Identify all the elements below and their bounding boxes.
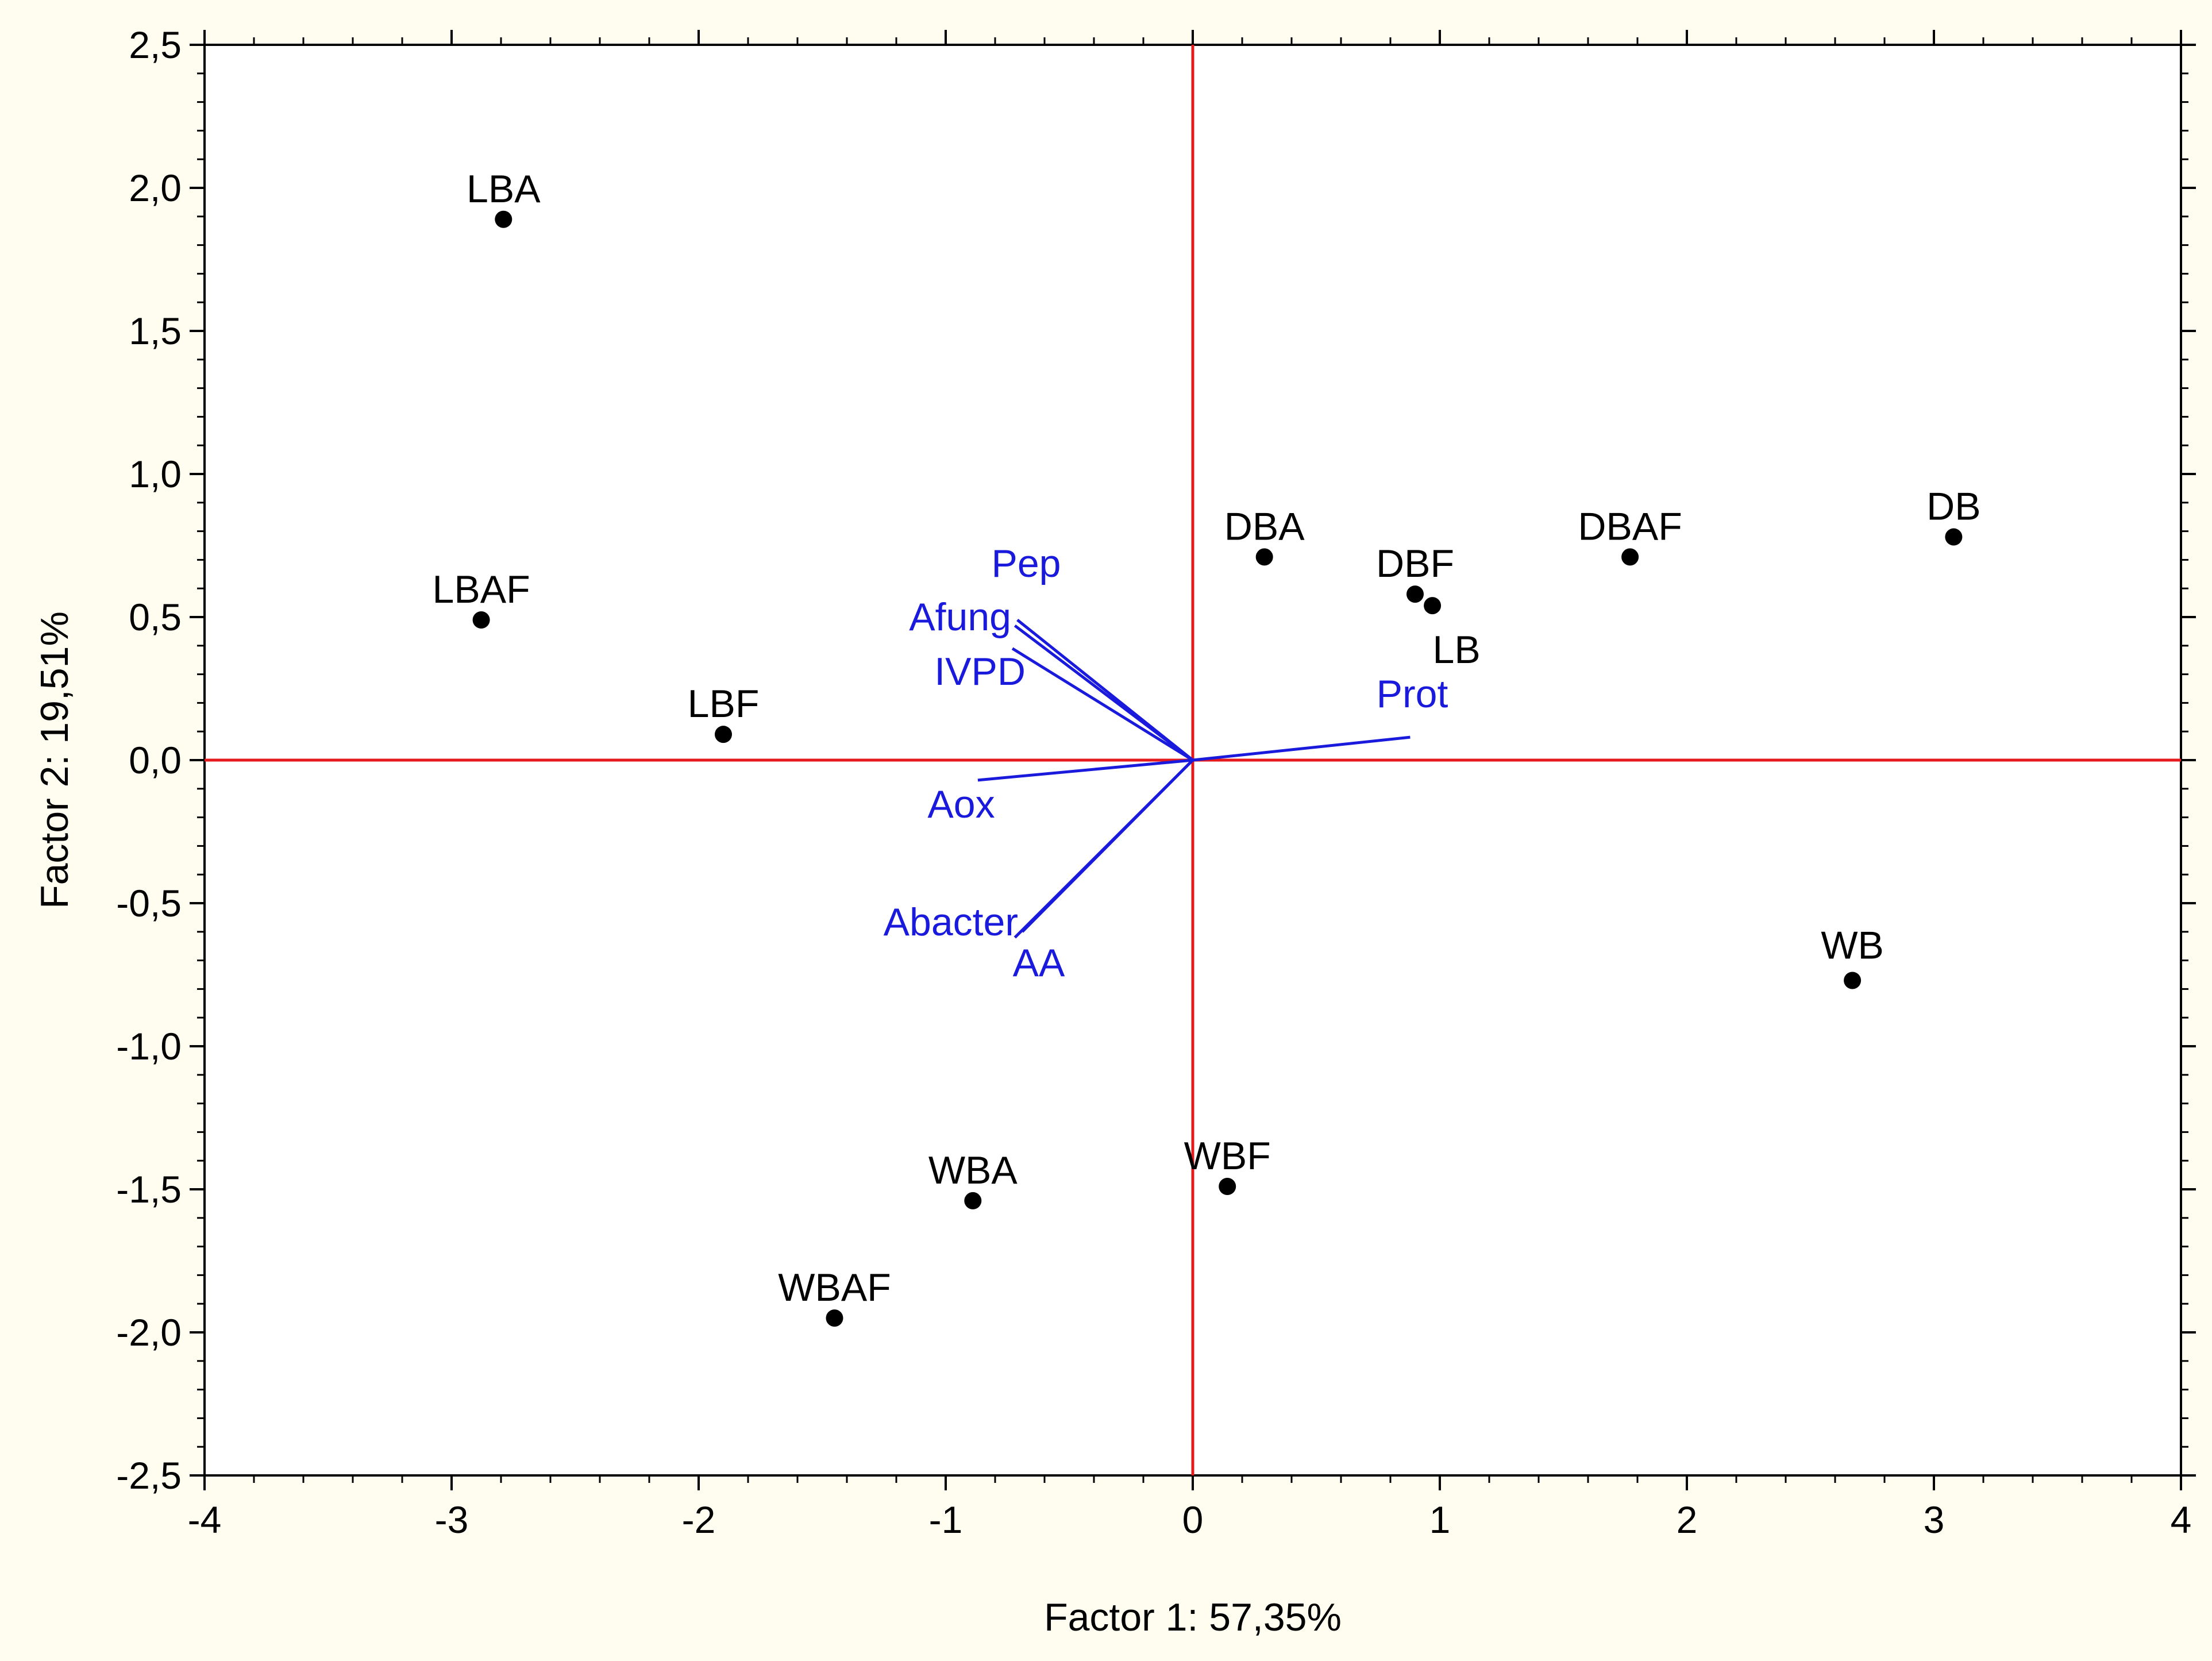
point-label-dbaf: DBAF [1578, 504, 1682, 548]
point-label-db: DB [1926, 485, 1980, 529]
point-wb [1844, 972, 1862, 989]
vector-label-aox: Aox [927, 783, 995, 826]
y-tick-label: -1,5 [116, 1168, 182, 1211]
y-tick-label: 1,0 [129, 453, 182, 495]
x-tick-label: -2 [682, 1498, 716, 1541]
vector-label-afung: Afung [909, 595, 1011, 639]
point-lbf [715, 726, 732, 743]
point-dbaf [1621, 548, 1639, 566]
vector-line-aox [977, 758, 1193, 782]
point-label-lbf: LBF [688, 682, 760, 726]
point-lbaf [472, 611, 490, 629]
vector-line-ivpd [1011, 647, 1194, 762]
point-label-wbaf: WBAF [778, 1266, 891, 1309]
x-tick-label: 0 [1182, 1498, 1204, 1541]
x-tick-label: -1 [929, 1498, 963, 1541]
vector-label-abacter: Abacter [884, 900, 1018, 944]
point-label-wbf: WBF [1184, 1134, 1271, 1178]
point-wbf [1219, 1178, 1236, 1196]
vector-label-aa: AA [1013, 941, 1065, 985]
point-label-dba: DBA [1224, 504, 1305, 548]
point-lb [1424, 597, 1442, 615]
point-label-dbf: DBF [1376, 542, 1454, 585]
y-tick-label: 1,5 [129, 310, 182, 352]
y-tick-label: 2,0 [129, 167, 182, 209]
x-tick-label: 3 [1924, 1498, 1945, 1541]
point-wba [964, 1192, 982, 1209]
point-dba [1255, 548, 1273, 566]
point-dbf [1406, 585, 1424, 603]
vector-line-aa [1013, 759, 1194, 939]
point-label-lba: LBA [467, 167, 541, 211]
y-tick-label: -0,5 [116, 882, 182, 924]
y-axis-title: Factor 2: 19,51% [33, 611, 76, 909]
vector-line-prot [1192, 735, 1411, 762]
y-tick-label: -1,0 [116, 1025, 182, 1067]
point-wbaf [826, 1309, 843, 1327]
x-tick-label: -3 [435, 1498, 469, 1541]
x-axis-title: Factor 1: 57,35% [1044, 1596, 1342, 1639]
point-lba [495, 210, 512, 228]
y-tick-label: -2,0 [116, 1311, 182, 1354]
vector-label-ivpd: IVPD [934, 650, 1026, 693]
y-tick-label: 0,0 [129, 739, 182, 781]
tick-marks [190, 30, 2196, 1490]
point-label-lb: LB [1433, 628, 1481, 672]
score-points: LBA LBAF LBF DBA DBF LB DBAF DB WB WBF WBA WBAF [433, 167, 1981, 1327]
point-label-lbaf: LBAF [433, 568, 530, 611]
x-tick-label: 4 [2171, 1498, 2192, 1541]
y-tick-label: 2,5 [129, 24, 182, 66]
point-db [1945, 528, 1963, 546]
x-tick-label: -4 [188, 1498, 222, 1541]
point-label-wba: WBA [928, 1149, 1018, 1192]
y-tick-label: -2,5 [116, 1454, 182, 1497]
vector-line-afung [1013, 624, 1194, 761]
point-label-wb: WB [1821, 923, 1884, 967]
vector-label-prot: Prot [1377, 672, 1448, 716]
x-tick-label: 2 [1677, 1498, 1698, 1541]
y-tick-label: 0,5 [129, 596, 182, 638]
vector-label-pep: Pep [992, 542, 1061, 585]
x-tick-label: 1 [1429, 1498, 1451, 1541]
